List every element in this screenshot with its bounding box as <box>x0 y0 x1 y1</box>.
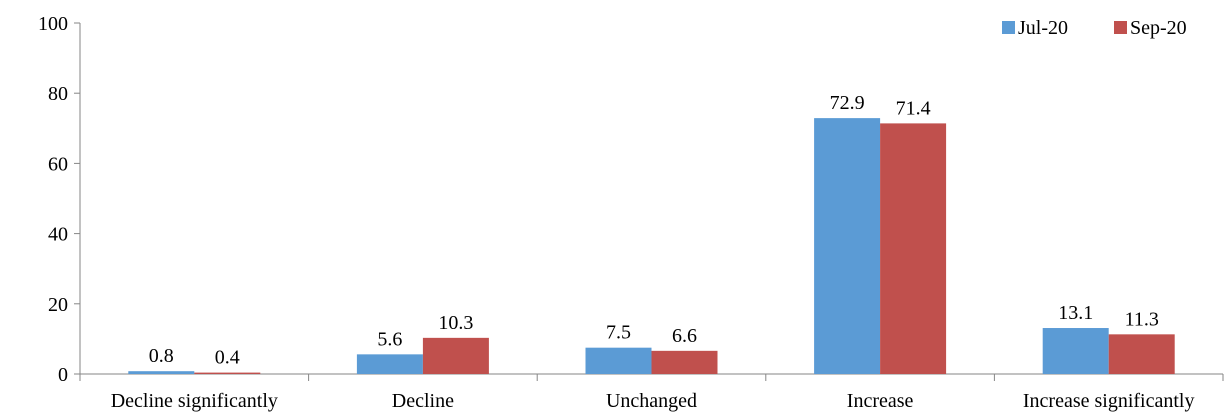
bar-sep-20-increase-significantly[interactable] <box>1108 334 1175 374</box>
data-label: 71.4 <box>896 97 931 119</box>
data-label: 6.6 <box>672 325 697 347</box>
bar-jul-20-decline-significantly[interactable] <box>128 371 195 374</box>
data-label: 72.9 <box>830 92 865 114</box>
legend-label: Jul-20 <box>1018 17 1068 39</box>
y-tick-label: 20 <box>48 294 68 316</box>
bar-sep-20-increase[interactable] <box>880 123 947 374</box>
data-label: 11.3 <box>1125 308 1159 330</box>
legend-label: Sep-20 <box>1130 17 1187 39</box>
x-category-label: Unchanged <box>606 390 697 412</box>
y-tick-label: 80 <box>48 83 68 105</box>
bar-jul-20-increase[interactable] <box>814 118 881 374</box>
legend-swatch <box>1002 21 1015 34</box>
x-category-label: Increase <box>847 390 914 412</box>
data-label: 7.5 <box>606 322 631 344</box>
bar-sep-20-unchanged[interactable] <box>651 350 718 374</box>
x-category-label: Increase significantly <box>1023 390 1195 412</box>
y-tick-label: 0 <box>58 364 68 386</box>
bar-jul-20-unchanged[interactable] <box>585 347 652 374</box>
bar-jul-20-increase-significantly[interactable] <box>1042 328 1109 374</box>
y-tick-label: 60 <box>48 153 68 175</box>
y-axis: 0 20 40 60 80 100 <box>38 13 81 386</box>
bars <box>128 118 1175 374</box>
data-label: 5.6 <box>377 328 402 350</box>
bar-sep-20-decline-significantly[interactable] <box>194 372 261 374</box>
legend-item-jul-20[interactable]: Jul-20 <box>1002 17 1068 39</box>
data-label: 10.3 <box>438 312 473 334</box>
data-label: 0.8 <box>149 345 174 367</box>
legend[interactable]: Jul-20 Sep-20 <box>1002 17 1187 39</box>
bar-sep-20-decline[interactable] <box>422 337 489 374</box>
legend-item-sep-20[interactable]: Sep-20 <box>1114 17 1187 39</box>
legend-swatch <box>1114 21 1127 34</box>
data-label: 13.1 <box>1058 302 1093 324</box>
y-tick-label: 100 <box>38 13 68 35</box>
data-labels: 0.8 0.4 5.6 10.3 7.5 6.6 72.9 71.4 13.1 11.3 <box>149 92 1159 368</box>
bar-jul-20-decline[interactable] <box>356 354 423 374</box>
data-label: 0.4 <box>215 347 240 369</box>
x-axis: Decline significantly Decline Unchanged Inc… <box>79 373 1224 412</box>
x-category-label: Decline significantly <box>111 390 278 412</box>
y-tick-label: 40 <box>48 224 68 246</box>
x-category-label: Decline <box>392 390 454 412</box>
